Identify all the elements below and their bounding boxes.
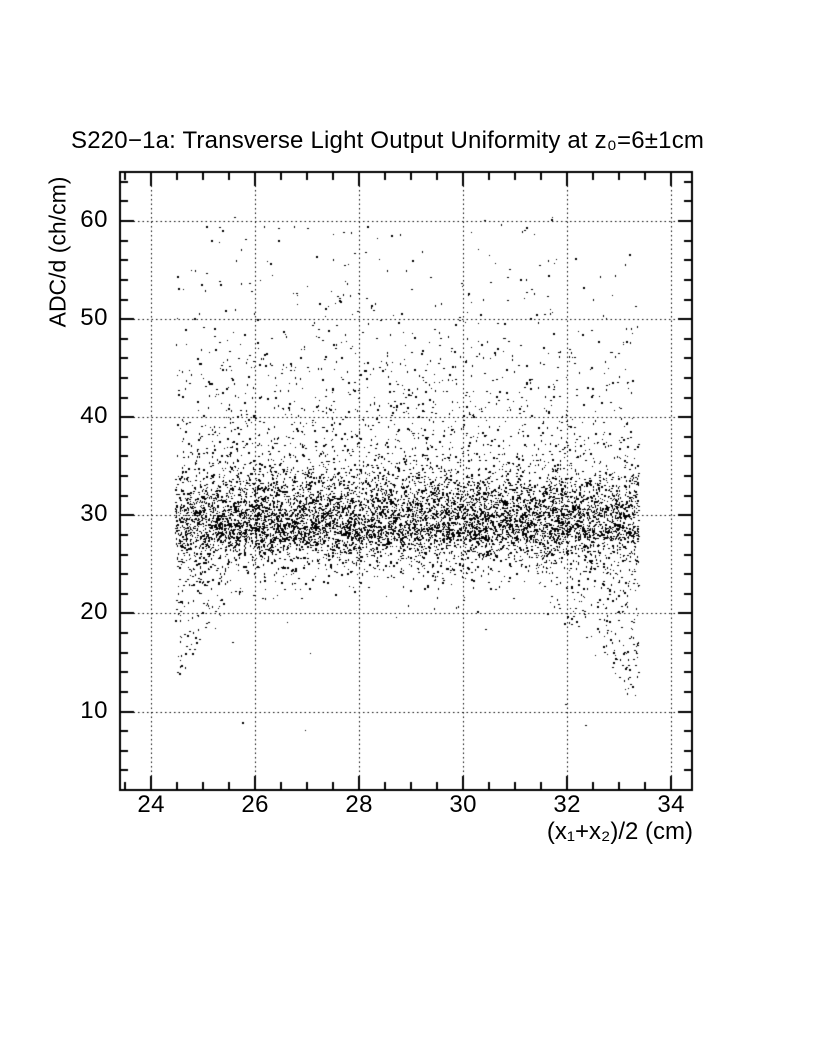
x-tick-label: 24 <box>137 791 166 818</box>
x-tick-label: 30 <box>449 791 478 818</box>
y-tick-label: 20 <box>80 598 108 626</box>
x-tick-label: 28 <box>345 791 374 818</box>
y-tick-label: 60 <box>80 205 108 233</box>
y-tick-label: 40 <box>80 402 108 430</box>
x-axis-label: (x₁+x₂)/2 (cm) <box>546 818 693 845</box>
x-tick-label: 34 <box>657 791 686 818</box>
y-tick-label: 10 <box>80 696 108 724</box>
y-tick-label: 50 <box>80 304 108 332</box>
y-tick-label: 30 <box>80 500 108 528</box>
x-tick-label: 32 <box>553 791 582 818</box>
x-tick-label: 26 <box>241 791 270 818</box>
